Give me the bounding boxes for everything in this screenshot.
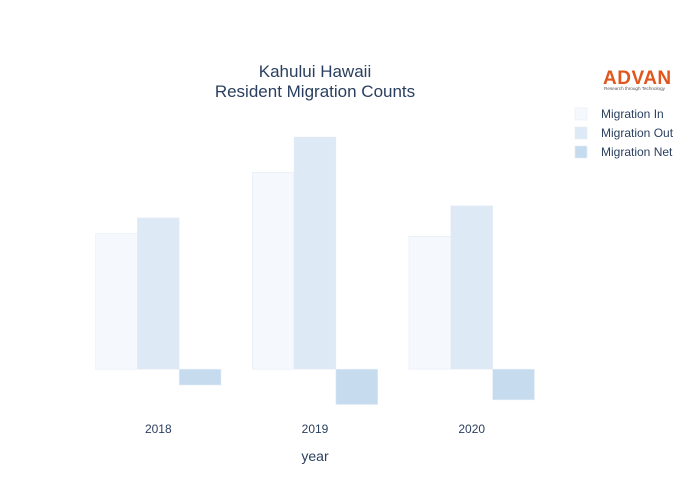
bar-migration-out-2018[interactable] [137,217,180,370]
legend-label-migration-out[interactable]: Migration Out [601,126,674,140]
advan-logo: ADVAN Research through Technology [603,68,672,91]
legend-swatch-migration-net[interactable] [574,145,588,159]
logo-name: ADVAN [603,68,672,89]
bar-migration-in-2019[interactable] [252,172,295,370]
legend: Migration In Migration Out Migration Net [574,107,674,159]
bar-migration-net-2020[interactable] [492,368,535,401]
bar-migration-in-2018[interactable] [95,233,138,370]
bar-migration-in-2020[interactable] [408,236,452,370]
bar-migration-out-2020[interactable] [450,205,493,370]
x-axis-ticks: 2018 2019 2020 [145,422,485,436]
x-tick-label: 2018 [145,422,172,436]
plot-area [95,136,535,405]
legend-label-migration-in[interactable]: Migration In [601,107,664,121]
x-tick-label: 2019 [302,422,329,436]
bar-migration-net-2018[interactable] [178,368,222,386]
bar-migration-out-2019[interactable] [293,136,337,370]
chart-title: Kahului Hawaii [259,62,371,81]
chart-subtitle: Resident Migration Counts [215,82,415,101]
x-axis-title: year [301,448,329,464]
logo-tagline: Research through Technology [604,86,666,91]
bar-migration-net-2019[interactable] [335,368,378,405]
legend-label-migration-net[interactable]: Migration Net [601,145,673,159]
legend-swatch-migration-in[interactable] [574,107,588,121]
legend-swatch-migration-out[interactable] [574,126,588,140]
x-tick-label: 2020 [458,422,485,436]
